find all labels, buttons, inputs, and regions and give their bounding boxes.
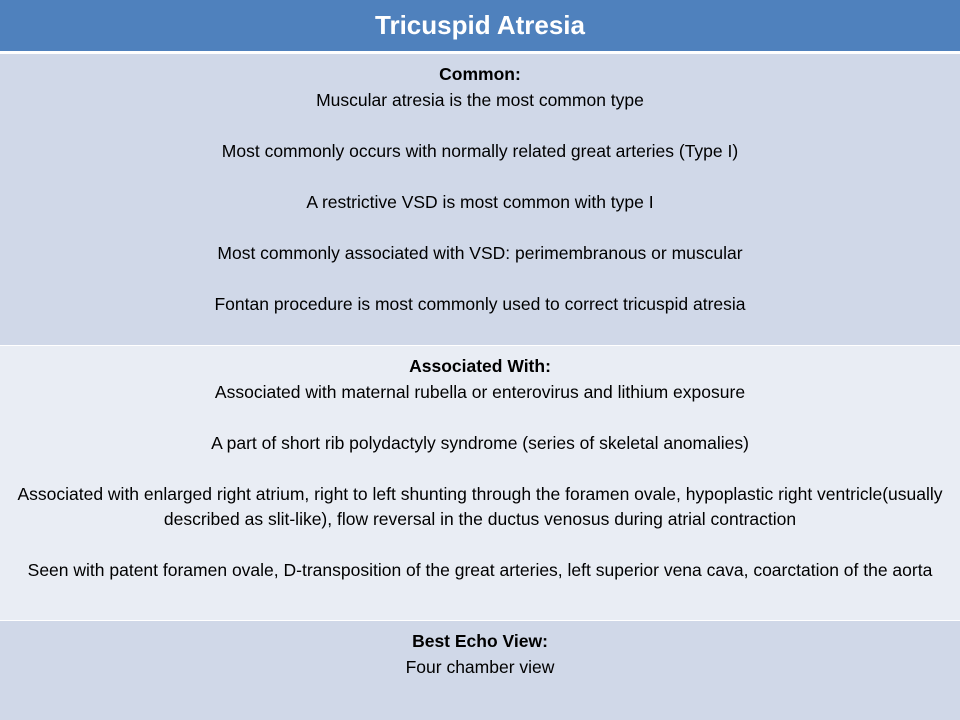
table-title: Tricuspid Atresia — [0, 0, 960, 54]
section-line: Most commonly associated with VSD: perim… — [217, 242, 743, 263]
section-heading: Associated With: — [409, 356, 551, 376]
section-line: Seen with patent foramen ovale, D-transp… — [27, 560, 933, 580]
section-associated-with: Associated With: Associated with materna… — [0, 346, 960, 621]
section-line: Associated with maternal rubella or ente… — [214, 381, 746, 402]
section-line: A part of short rib polydactyly syndrome… — [211, 432, 749, 453]
section-line: Four chamber view — [405, 656, 555, 677]
section-best-echo-view: Best Echo View: Four chamber view — [0, 621, 960, 720]
section-heading: Best Echo View: — [412, 631, 548, 651]
section-line: Associated with enlarged right atrium, r… — [17, 483, 943, 530]
section-line: Most commonly occurs with normally relat… — [221, 140, 739, 161]
section-line: Muscular atresia is the most common type — [316, 89, 644, 110]
section-common: Common: Muscular atresia is the most com… — [0, 54, 960, 346]
section-line: Fontan procedure is most commonly used t… — [214, 293, 746, 314]
section-line: A restrictive VSD is most common with ty… — [306, 191, 654, 212]
section-heading: Common: — [439, 64, 521, 84]
